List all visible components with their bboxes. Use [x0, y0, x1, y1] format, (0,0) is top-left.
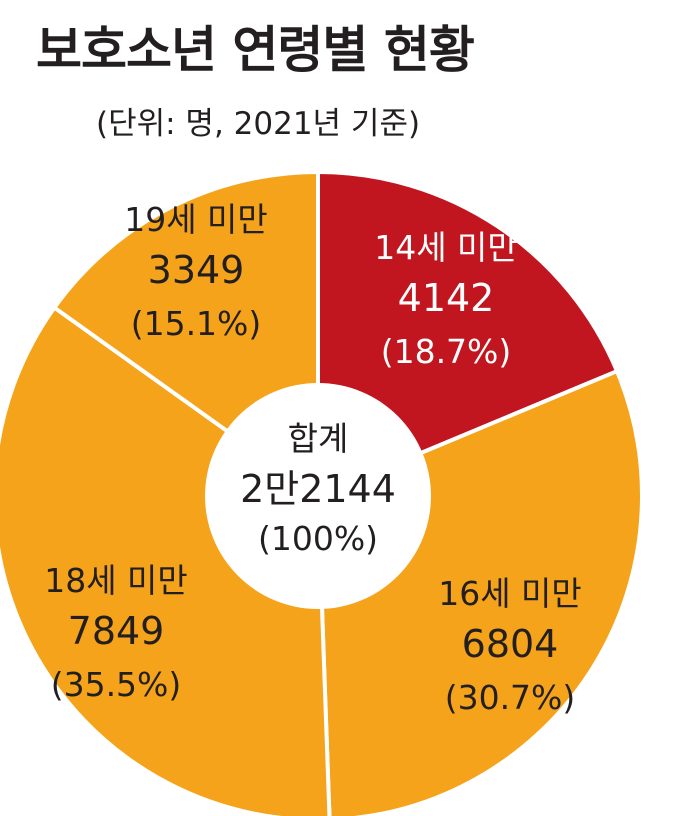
slice-category-label: 18세 미만	[44, 561, 188, 600]
slice-percent-label: (30.7%)	[445, 678, 576, 717]
slice-percent-label: (18.7%)	[381, 332, 512, 371]
chart-subtitle: (단위: 명, 2021년 기준)	[96, 106, 421, 142]
slice-category-label: 16세 미만	[438, 574, 582, 613]
slice-value-label: 4142	[398, 276, 495, 320]
chart-title: 보호소년 연령별 현황	[36, 21, 475, 79]
slice-value-label: 3349	[148, 248, 245, 292]
slice-percent-label: (15.1%)	[131, 304, 262, 343]
slice-value-label: 6804	[462, 622, 559, 666]
slice-label: 14세 미만 4142 (18.7%)	[374, 228, 518, 371]
slice-labels: 14세 미만 4142 (18.7%) 16세 미만 6804 (30.7%) 18세 미만…	[44, 200, 582, 717]
pie-slice	[0, 305, 332, 816]
slice-label: 18세 미만 7849 (35.5%)	[44, 561, 188, 704]
center-hole	[205, 383, 431, 609]
slice-label: 16세 미만 6804 (30.7%)	[438, 574, 582, 717]
center-total-value: 2만2144	[240, 467, 396, 511]
slice-value-label: 7849	[68, 609, 165, 653]
slice-category-label: 14세 미만	[374, 228, 518, 267]
center-label-title: 합계	[288, 419, 349, 458]
slice-category-label: 19세 미만	[124, 200, 268, 239]
slice-label: 19세 미만 3349 (15.1%)	[124, 200, 268, 343]
slice-percent-label: (35.5%)	[51, 665, 182, 704]
center-label: 합계 2만2144 (100%)	[240, 419, 396, 558]
center-total-percent: (100%)	[258, 519, 378, 558]
